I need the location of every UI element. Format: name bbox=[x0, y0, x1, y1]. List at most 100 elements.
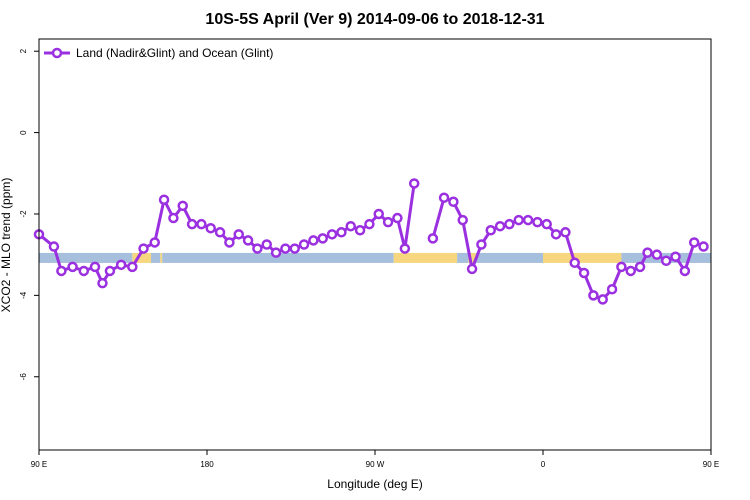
data-point bbox=[670, 251, 681, 262]
data-point bbox=[569, 257, 580, 269]
data-point bbox=[270, 247, 282, 258]
data-point bbox=[550, 229, 562, 240]
band-segment-land-9 bbox=[543, 252, 622, 263]
y-tick-label: -4 bbox=[19, 291, 28, 299]
data-point bbox=[261, 239, 272, 250]
band-segment-land-7 bbox=[468, 252, 476, 263]
legend-label: Land (Nadir&Glint) and Ocean (Glint) bbox=[76, 46, 273, 60]
data-point bbox=[438, 192, 450, 203]
data-point bbox=[660, 255, 672, 267]
data-point bbox=[466, 263, 478, 275]
data-point bbox=[399, 243, 411, 254]
data-point bbox=[168, 212, 179, 224]
data-point bbox=[115, 259, 127, 271]
data-point bbox=[679, 265, 691, 277]
data-point bbox=[625, 265, 636, 277]
data-point bbox=[457, 214, 468, 226]
data-point bbox=[408, 178, 420, 189]
data-point bbox=[494, 220, 506, 232]
data-point bbox=[634, 261, 646, 273]
data-point bbox=[354, 225, 366, 236]
chart-title: 10S-5S April (Ver 9) 2014-09-06 to 2018-… bbox=[205, 11, 544, 28]
data-point bbox=[642, 247, 653, 258]
x-tick-label: 90 E bbox=[703, 460, 719, 469]
band-segment-ocean-8 bbox=[475, 252, 543, 263]
data-point bbox=[214, 227, 226, 238]
data-point bbox=[651, 249, 663, 260]
series-layer bbox=[33, 178, 709, 305]
data-point bbox=[560, 227, 571, 238]
data-point bbox=[89, 261, 101, 273]
data-point bbox=[205, 222, 216, 234]
data-point bbox=[104, 265, 116, 277]
data-point bbox=[149, 237, 160, 248]
data-point bbox=[196, 218, 207, 230]
data-point bbox=[448, 196, 459, 208]
data-point bbox=[127, 261, 138, 273]
data-point bbox=[392, 212, 403, 224]
y-tick-label: -2 bbox=[19, 210, 28, 218]
data-point bbox=[289, 243, 300, 254]
x-axis-label: Longitude (deg E) bbox=[327, 477, 422, 491]
data-point bbox=[364, 218, 375, 230]
series-line-0-1 bbox=[431, 196, 705, 301]
data-point bbox=[373, 208, 384, 220]
data-point bbox=[242, 235, 254, 246]
data-point bbox=[78, 265, 90, 277]
data-point bbox=[476, 239, 487, 250]
y-tick-label: -6 bbox=[19, 373, 28, 381]
data-point bbox=[233, 229, 244, 240]
x-axis: 90 E 180 90 W 0 90 E bbox=[31, 450, 719, 469]
data-point bbox=[298, 239, 310, 250]
x-tick-label: 90 E bbox=[31, 460, 47, 469]
data-point bbox=[513, 214, 524, 226]
data-point bbox=[382, 216, 394, 228]
data-point bbox=[280, 243, 291, 254]
data-point bbox=[138, 243, 149, 254]
y-axis-label: XCO2 - MLO trend (ppm) bbox=[0, 178, 13, 313]
data-point bbox=[616, 261, 627, 273]
legend: Land (Nadir&Glint) and Ocean (Glint) bbox=[44, 46, 273, 60]
data-point bbox=[485, 225, 496, 236]
data-point bbox=[597, 294, 608, 305]
data-point bbox=[186, 218, 198, 230]
data-point bbox=[522, 214, 534, 226]
data-point bbox=[588, 290, 599, 301]
data-point bbox=[177, 200, 188, 212]
data-point bbox=[606, 284, 618, 295]
legend-marker bbox=[51, 47, 63, 59]
data-point bbox=[308, 235, 319, 246]
band-segment-ocean-6 bbox=[457, 252, 469, 263]
y-axis: 2 0 -2 -4 -6 bbox=[19, 48, 39, 380]
band-segment-ocean-4 bbox=[162, 252, 394, 263]
data-point bbox=[252, 243, 263, 254]
y-tick-label: 0 bbox=[19, 130, 28, 135]
data-point bbox=[56, 265, 67, 277]
data-point bbox=[688, 237, 700, 248]
band-segment-ocean-2 bbox=[151, 252, 161, 263]
band-segment-land-3 bbox=[160, 252, 163, 263]
data-point bbox=[427, 233, 439, 244]
data-point bbox=[97, 277, 108, 289]
band-segment-land-5 bbox=[393, 252, 458, 263]
data-point bbox=[48, 241, 60, 252]
data-point bbox=[317, 233, 328, 244]
plot-frame bbox=[38, 38, 712, 451]
data-point bbox=[224, 237, 235, 248]
data-point bbox=[504, 218, 515, 230]
data-point bbox=[578, 267, 590, 279]
data-point bbox=[345, 220, 356, 232]
x-tick-label: 90 W bbox=[366, 460, 385, 469]
data-point bbox=[532, 216, 543, 228]
data-point bbox=[698, 241, 709, 252]
data-point bbox=[158, 194, 170, 205]
x-tick-label: 180 bbox=[200, 460, 214, 469]
data-point bbox=[541, 218, 552, 230]
band-segment-ocean-0 bbox=[39, 252, 133, 263]
data-point bbox=[326, 229, 338, 240]
data-point bbox=[67, 261, 78, 273]
band-segment-land-1 bbox=[132, 252, 151, 263]
data-point bbox=[336, 227, 347, 238]
y-tick-label: 2 bbox=[19, 48, 28, 53]
